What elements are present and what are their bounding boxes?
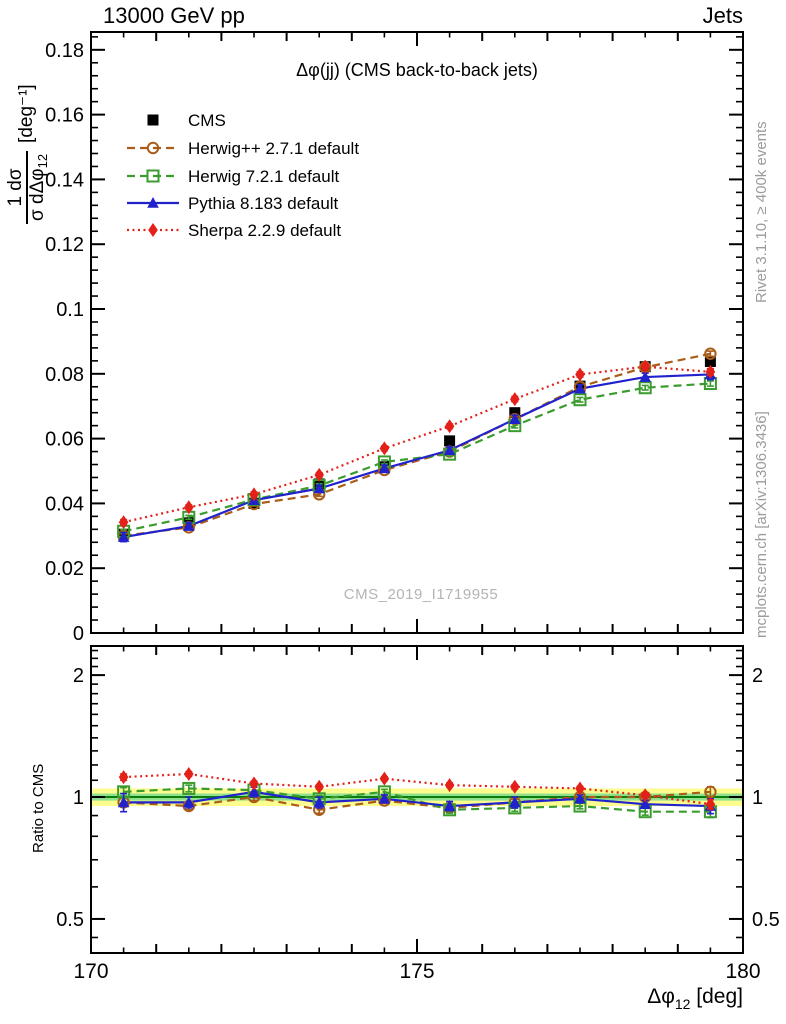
main-y-tick-label: 0.12 [45, 234, 84, 256]
series-line-sherpa-2-2-9-default [123, 772, 711, 806]
main-y-axis-ticks: 0 0.02 0.04 0.06 0.08 0.1 0.12 0.14 0.16 0.18 [45, 36, 743, 645]
x-tick-label: 175 [399, 960, 434, 983]
main-y-tick-label: 0.18 [45, 40, 84, 62]
legend-item-cms: CMS [147, 111, 226, 130]
y-label-units: [deg⁻¹] [16, 84, 38, 143]
legend-item-pythia-8-183-default: Pythia 8.183 default [127, 194, 339, 213]
series-line-herwig-7-2-1-default [123, 787, 711, 813]
ratio-y-axis-ticks: 0.5 0.5 1 1 2 2 [56, 649, 780, 939]
x-tick-label: 170 [73, 960, 108, 983]
ratio-y-tick-label-right: 0.5 [752, 909, 780, 931]
series-line-pythia-8-183-default [123, 373, 711, 539]
main-y-tick-label: 0.08 [45, 364, 84, 386]
ratio-y-tick-label-right: 1 [752, 787, 763, 809]
x-tick-label: 180 [725, 960, 760, 983]
main-y-tick-label: 0.06 [45, 429, 84, 451]
series-points-pythia-8-183-default [117, 368, 717, 543]
main-y-tick-label: 0.16 [45, 105, 84, 127]
main-y-tick-label: 0.1 [56, 299, 84, 321]
legend-label: Herwig 7.2.1 default [188, 167, 339, 186]
main-y-tick-label: 0.02 [45, 558, 84, 580]
legend-label: Pythia 8.183 default [188, 194, 339, 213]
series-points-sherpa-2-2-9-default [118, 766, 716, 812]
legend-item-herwig-2-7-1-default: Herwig++ 2.7.1 default [127, 139, 359, 158]
series-points-sherpa-2-2-9-default [118, 359, 716, 530]
x-axis-label: Δφ12 [deg] [647, 985, 743, 1012]
rivet-version-note: Rivet 3.1.10, ≥ 400k events [753, 121, 770, 303]
ratio-y-tick-label-left: 2 [73, 665, 84, 687]
main-y-axis-label: 1 dσ σ dΔφ12 [deg⁻¹] [5, 84, 50, 224]
analysis-category: Jets [702, 3, 743, 28]
ratio-y-tick-label-right: 2 [752, 665, 763, 687]
legend: CMS Herwig++ 2.7.1 default Herwig 7.2.1 de… [127, 111, 359, 240]
series-line-sherpa-2-2-9-default [123, 365, 711, 524]
analysis-id-watermark: CMS_2019_I1719955 [343, 586, 499, 603]
y-label-subscript: 12 [34, 153, 50, 169]
main-y-tick-label: 0 [73, 623, 84, 645]
legend-item-sherpa-2-2-9-default: Sherpa 2.2.9 default [127, 221, 341, 240]
series-line-herwig-2-7-1-default [123, 790, 711, 811]
x-label-subscript: 12 [674, 996, 691, 1012]
observable-title: Δφ(jj) (CMS back-to-back jets) [296, 60, 538, 80]
legend-label: Sherpa 2.2.9 default [188, 221, 341, 240]
series-points-cms [118, 355, 716, 540]
main-y-tick-label: 0.04 [45, 493, 84, 515]
ratio-y-tick-label-left: 0.5 [56, 909, 84, 931]
y-label-numerator: 1 dσ [5, 150, 28, 224]
series-line-pythia-8-183-default [123, 790, 711, 808]
x-axis-ticks: 170 175 180 [73, 646, 761, 983]
legend-label: Herwig++ 2.7.1 default [188, 139, 359, 158]
beam-title: 13000 GeV pp [103, 3, 245, 28]
x-axis-ticks [90, 32, 744, 633]
mcplots-source-note: mcplots.cern.ch [arXiv:1306.3436] [753, 411, 770, 638]
ratio-y-tick-label-left: 1 [73, 787, 84, 809]
legend-label: CMS [188, 111, 226, 130]
main-y-tick-label: 0.14 [45, 169, 84, 191]
series-points-herwig-2-7-1-default [117, 347, 717, 543]
y-label-denominator: σ dΔφ12 [26, 153, 50, 221]
ratio-y-axis-label: Ratio to CMS [30, 763, 47, 853]
series-line-herwig-7-2-1-default [123, 382, 711, 533]
y-label-fraction: 1 dσ σ dΔφ12 [5, 150, 50, 224]
series-line-herwig-2-7-1-default [123, 352, 711, 537]
legend-item-herwig-7-2-1-default: Herwig 7.2.1 default [127, 167, 339, 186]
